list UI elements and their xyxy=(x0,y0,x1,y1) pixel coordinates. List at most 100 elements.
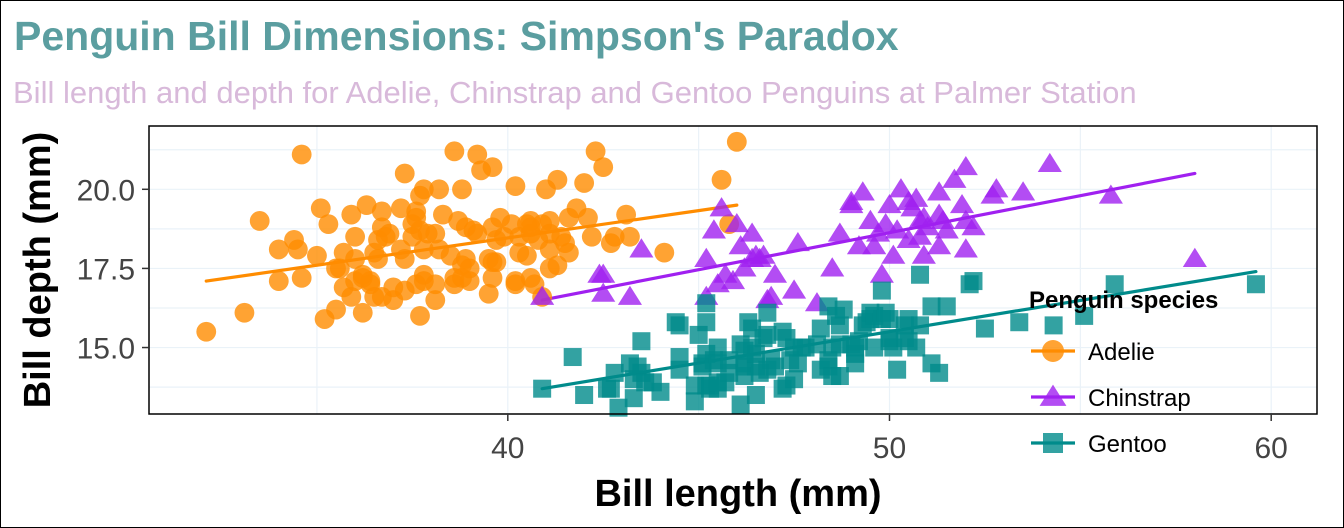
gentoo-point xyxy=(670,316,689,335)
gentoo-point xyxy=(830,316,849,335)
chinstrap-point xyxy=(927,181,952,201)
chinstrap-point xyxy=(720,269,746,290)
gentoo-point xyxy=(888,360,907,379)
chinstrap-point xyxy=(820,257,845,277)
chinstrap-point xyxy=(1037,152,1062,173)
x-axis-label: Bill length (mm) xyxy=(594,473,881,515)
gentoo-point xyxy=(697,294,716,313)
adelie-point xyxy=(425,223,446,244)
chinstrap-trend-line xyxy=(540,171,1197,302)
adelie-point xyxy=(620,226,640,247)
gentoo-point xyxy=(1010,313,1029,332)
adelie-point xyxy=(307,245,327,266)
adelie-point xyxy=(585,141,606,162)
chart-subtitle: Bill length and depth for Adelie, Chinst… xyxy=(13,75,1137,110)
adelie-point xyxy=(413,179,434,200)
chinstrap-point xyxy=(530,285,555,305)
chinstrap-point xyxy=(1098,184,1123,204)
adelie-point xyxy=(413,239,434,260)
chinstrap-point xyxy=(846,235,872,255)
adelie-point xyxy=(368,249,388,269)
chinstrap-point xyxy=(740,222,765,242)
adelie-point xyxy=(467,144,488,165)
adelie-point xyxy=(326,299,346,320)
adelie-point xyxy=(371,201,392,222)
adelie-point xyxy=(433,204,453,225)
gentoo-point xyxy=(758,303,777,322)
gentoo-point xyxy=(746,344,765,363)
adelie-point xyxy=(268,239,289,260)
chinstrap-point xyxy=(728,235,753,255)
gentoo-point xyxy=(830,367,849,386)
chart-title: Penguin Bill Dimensions: Simpson's Parad… xyxy=(14,13,899,59)
adelie-point xyxy=(486,252,507,272)
gentoo-point xyxy=(788,354,807,373)
adelie-trend-line xyxy=(204,203,739,283)
chinstrap-point xyxy=(953,155,978,176)
adelie-point xyxy=(547,255,568,276)
gentoo-point xyxy=(533,379,552,398)
chinstrap-point xyxy=(949,193,975,214)
chinstrap-point xyxy=(961,216,986,236)
gentoo-point xyxy=(975,319,994,338)
gentoo-point xyxy=(651,382,670,401)
gentoo-point xyxy=(601,379,620,398)
adelie-point xyxy=(482,268,503,288)
gentoo-point xyxy=(1105,275,1124,294)
panel-border xyxy=(148,125,1318,415)
adelie-point xyxy=(345,226,366,247)
gentoo-point xyxy=(1075,306,1094,325)
gentoo-point xyxy=(937,297,956,316)
x-tick-label: 60 xyxy=(1255,432,1288,465)
chinstrap-point xyxy=(762,263,788,283)
legend-key-marker-gentoo xyxy=(1043,433,1063,453)
chinstrap-point xyxy=(759,285,784,305)
x-tick-label: 40 xyxy=(491,432,524,465)
adelie-point xyxy=(505,176,526,197)
chinstrap-point xyxy=(877,193,902,214)
adelie-point xyxy=(425,274,446,295)
chinstrap-point xyxy=(904,187,929,207)
adelie-point xyxy=(444,141,465,162)
adelie-point xyxy=(516,245,537,266)
adelie-point xyxy=(726,131,747,152)
gentoo-point xyxy=(720,351,739,370)
gentoo-point xyxy=(731,395,750,414)
adelie-point xyxy=(345,249,366,269)
adelie-point xyxy=(593,157,614,178)
adelie-point xyxy=(711,169,732,190)
adelie-point xyxy=(467,223,488,244)
adelie-point xyxy=(558,242,579,263)
adelie-point xyxy=(459,258,480,279)
legend-label-gentoo: Gentoo xyxy=(1088,431,1167,458)
gentoo-point xyxy=(685,392,704,411)
adelie-point xyxy=(287,239,308,260)
adelie-point xyxy=(406,201,427,222)
chinstrap-point xyxy=(617,285,642,305)
adelie-point xyxy=(379,223,400,244)
gentoo-point xyxy=(930,363,949,382)
chinstrap-point xyxy=(888,178,914,198)
adelie-point xyxy=(574,173,595,193)
adelie-point xyxy=(249,211,270,231)
adelie-point xyxy=(482,157,503,178)
gentoo-point xyxy=(1246,275,1265,294)
adelie-point xyxy=(356,195,377,216)
adelie-point xyxy=(341,204,362,225)
adelie-point xyxy=(478,283,499,304)
chinstrap-point xyxy=(862,235,887,255)
adelie-point xyxy=(410,305,430,326)
chinstrap-point xyxy=(885,219,910,239)
data-points xyxy=(196,131,1265,417)
gentoo-point xyxy=(880,310,899,329)
chinstrap-point xyxy=(724,212,749,233)
y-axis-ticks: 15.0 17.5 20.0 xyxy=(77,174,149,366)
gentoo-point xyxy=(834,300,853,319)
chinstrap-point xyxy=(942,168,967,188)
adelie-point xyxy=(196,321,217,342)
legend-label-chinstrap: Chinstrap xyxy=(1088,385,1191,412)
chinstrap-point xyxy=(850,181,875,201)
adelie-point xyxy=(539,211,560,231)
gentoo-point xyxy=(807,335,826,354)
chinstrap-point xyxy=(782,279,807,299)
